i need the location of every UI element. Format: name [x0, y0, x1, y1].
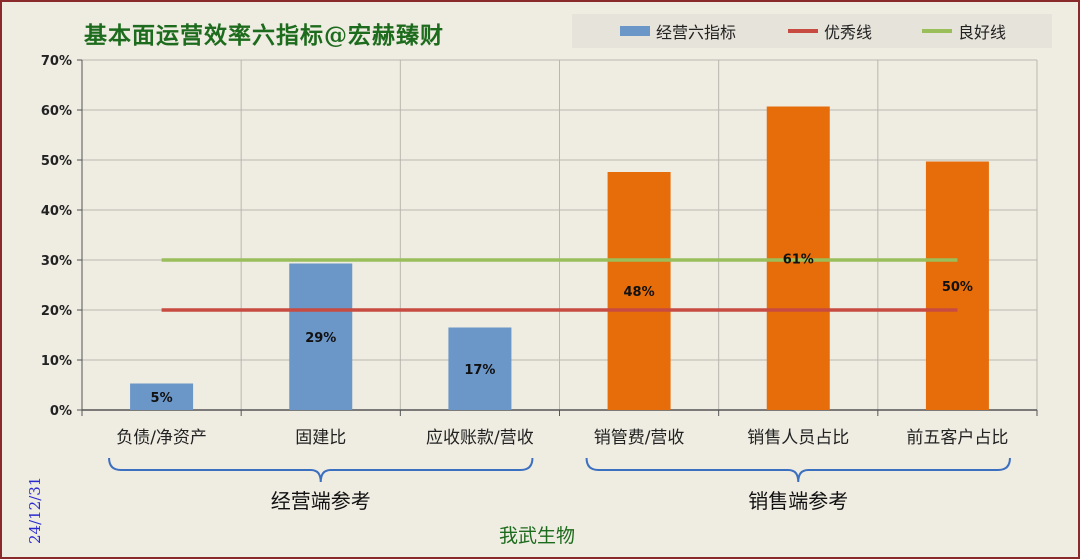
data-label-2: 17% [464, 363, 495, 378]
y-tick-label: 10% [41, 354, 72, 369]
category-label-4: 销售人员占比 [747, 428, 849, 448]
bar-5 [925, 161, 989, 410]
legend-label-excellent: 优秀线 [824, 23, 873, 42]
data-label-0: 5% [151, 391, 173, 406]
y-tick-label: 20% [41, 304, 72, 319]
y-tick-label: 60% [41, 104, 72, 119]
legend-swatch-good [922, 29, 952, 33]
bar-0 [130, 383, 194, 410]
bar-2 [448, 327, 512, 410]
y-tick-label: 70% [41, 54, 72, 69]
category-label-1: 固建比 [295, 428, 346, 448]
legend-item-excellent: 优秀线 [788, 14, 872, 48]
group-bracket-1 [585, 457, 1011, 483]
data-label-1: 29% [305, 331, 336, 346]
author-label: 我武生物 [499, 525, 575, 547]
y-tick-label: 40% [41, 204, 72, 219]
group-label-1: 销售端参考 [748, 489, 848, 513]
data-label-3: 48% [624, 285, 655, 300]
y-tick-label: 50% [41, 154, 72, 169]
bar-1 [289, 263, 353, 410]
legend-swatch-bars [620, 26, 650, 36]
category-label-0: 负债/净资产 [116, 428, 207, 448]
legend-swatch-excellent [788, 29, 818, 33]
group-bracket-0 [108, 457, 534, 483]
legend-item-bars: 经营六指标 [620, 14, 736, 48]
legend-label-good: 良好线 [958, 23, 1007, 42]
y-tick-label: 30% [41, 254, 72, 269]
y-tick-label: 0% [50, 404, 72, 419]
group-label-0: 经营端参考 [271, 489, 371, 513]
date-stamp: 24/12/31 [26, 476, 44, 544]
category-label-3: 销管费/营收 [594, 428, 685, 448]
legend: 经营六指标 优秀线 良好线 [572, 14, 1052, 48]
category-label-2: 应收账款/营收 [426, 428, 534, 448]
bar-3 [607, 172, 671, 410]
legend-item-good: 良好线 [922, 14, 1006, 48]
category-label-5: 前五客户占比 [906, 428, 1008, 448]
legend-label-bars: 经营六指标 [656, 23, 737, 42]
chart-title: 基本面运营效率六指标@宏赫臻财 [84, 22, 444, 49]
data-label-4: 61% [783, 252, 814, 267]
data-label-5: 50% [942, 280, 973, 295]
